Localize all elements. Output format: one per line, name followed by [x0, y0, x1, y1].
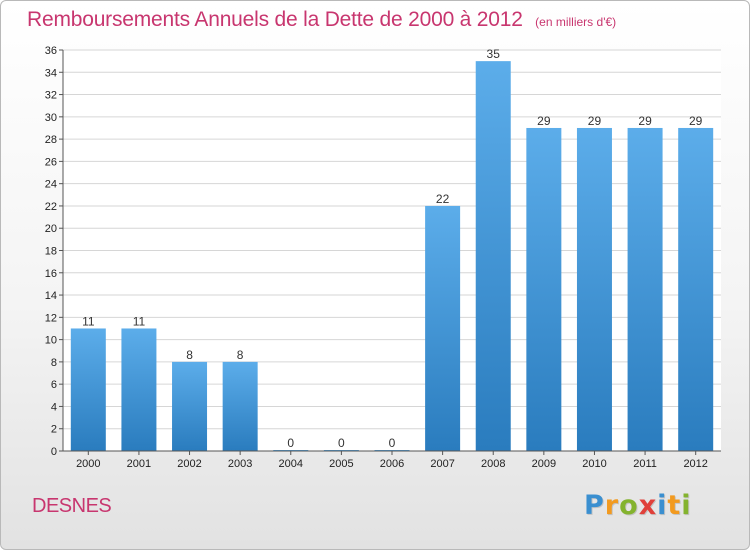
bar-value-label: 8 [186, 348, 193, 362]
bar [70, 328, 106, 451]
bar-value-label: 11 [133, 314, 146, 328]
bar-value-label: 29 [638, 114, 652, 128]
x-tick-label: 2010 [582, 458, 606, 470]
x-tick-label: 2012 [683, 458, 707, 470]
brand-letter: P [584, 490, 605, 521]
bar-value-label: 0 [287, 436, 294, 450]
y-tick-label: 32 [45, 90, 57, 102]
bar-value-label: 29 [537, 114, 551, 128]
axes [59, 49, 721, 455]
bars [70, 61, 714, 452]
bar [627, 127, 663, 451]
bar [222, 361, 258, 451]
y-tick-label: 20 [45, 223, 57, 235]
brand-logo: Proxiti [584, 490, 692, 521]
x-tick-label: 2005 [329, 458, 353, 470]
brand-letter: i [681, 490, 692, 521]
x-tick-label: 2009 [532, 458, 556, 470]
brand-letter: i [657, 490, 668, 521]
brand-letter: o [619, 490, 639, 521]
chart-title: Remboursements Annuels de la Dette de 20… [27, 8, 523, 31]
y-tick-label: 34 [45, 67, 57, 79]
x-tick-label: 2006 [380, 458, 404, 470]
y-tick-label: 0 [51, 446, 57, 458]
bar [121, 328, 157, 451]
y-tick-label: 10 [45, 335, 57, 347]
x-tick-label: 2002 [177, 458, 201, 470]
y-tick-label: 16 [45, 268, 57, 280]
chart-unit: (en milliers d'€) [535, 15, 617, 29]
y-tick-label: 14 [45, 290, 57, 302]
x-tick-label: 2007 [430, 458, 454, 470]
y-tick-label: 24 [45, 179, 57, 191]
bar-value-label: 22 [436, 192, 450, 206]
y-tick-label: 36 [45, 45, 57, 57]
bar-value-label: 11 [82, 314, 95, 328]
x-tick-label: 2003 [228, 458, 252, 470]
y-tick-label: 4 [51, 401, 57, 413]
y-tick-label: 8 [51, 357, 57, 369]
bar [425, 205, 461, 451]
bar [576, 127, 612, 451]
bar-value-label: 35 [487, 47, 501, 61]
bar-value-label: 0 [389, 436, 396, 450]
bar-value-label: 0 [338, 436, 345, 450]
title-row: Remboursements Annuels de la Dette de 20… [27, 8, 616, 32]
bar-value-label: 29 [588, 114, 602, 128]
brand-letter: r [604, 490, 620, 521]
y-tick-label: 18 [45, 246, 57, 258]
bar [475, 61, 511, 452]
brand-letter: x [638, 490, 658, 521]
y-tick-label: 12 [45, 312, 57, 324]
x-tick-label: 2008 [481, 458, 505, 470]
bar [678, 127, 714, 451]
y-tick-label: 28 [45, 134, 57, 146]
bar [172, 361, 208, 451]
y-tick-label: 22 [45, 201, 57, 213]
bar-value-label: 29 [689, 114, 703, 128]
y-tick-label: 2 [51, 424, 57, 436]
y-tick-label: 6 [51, 379, 57, 391]
bar-value-label: 8 [237, 348, 244, 362]
x-tick-label: 2004 [279, 458, 303, 470]
labels: 0246810121416182022242628303234362000112… [45, 45, 708, 470]
location-name: DESNES [32, 495, 112, 517]
bar [526, 127, 562, 451]
brand-letter: t [667, 490, 682, 521]
x-tick-label: 2001 [127, 458, 151, 470]
y-tick-label: 26 [45, 156, 57, 168]
x-tick-label: 2011 [633, 458, 657, 470]
x-tick-label: 2000 [76, 458, 100, 470]
y-tick-label: 30 [45, 112, 57, 124]
